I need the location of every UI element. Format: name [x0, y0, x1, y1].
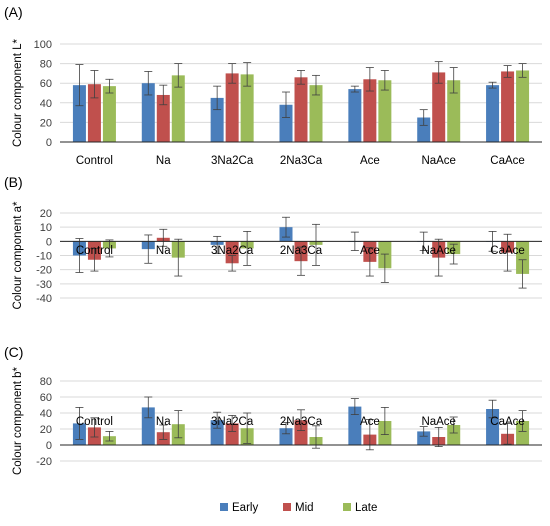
category-label: Na [156, 416, 171, 428]
category-label: 3Na2Ca [211, 245, 254, 257]
bar-mid-naace [432, 72, 446, 142]
category-label: 3Na2Ca [211, 155, 254, 167]
category-label: CaAce [490, 245, 525, 257]
category-label: Ace [360, 245, 380, 257]
chart-panel-1: (A) 0 20 40 60 80 100 Colour component L* Contro… [4, 4, 542, 167]
bar-late-na [171, 75, 185, 142]
bar-early-2na3ca [279, 428, 293, 445]
legend-label-mid: Mid [295, 502, 314, 514]
bar-mid-3na2ca [225, 73, 239, 142]
bar-early-control [72, 85, 86, 142]
bar-early-na [141, 83, 155, 142]
bar-late-naace [447, 80, 461, 142]
category-label: Control [76, 416, 113, 428]
y-tick-label: 10 [40, 222, 52, 234]
y-tick-label: 60 [40, 78, 52, 90]
bar-early-naace [417, 431, 431, 445]
y-tick-label: 80 [40, 59, 52, 71]
bar-early-caace [486, 85, 500, 142]
y-tick-label: -20 [36, 456, 52, 468]
bar-late-3na2ca [240, 74, 254, 142]
category-label: Ace [360, 416, 380, 428]
category-label: Na [156, 155, 171, 167]
panel-label: (A) [4, 4, 23, 20]
category-label: 2Na3Ca [280, 416, 323, 428]
category-label: Control [76, 245, 113, 257]
y-tick-label: 0 [46, 236, 52, 248]
bar-mid-ace [363, 79, 377, 142]
y-tick-label: 60 [40, 392, 52, 404]
panel-label: (B) [4, 174, 23, 190]
chart-panel-3: (C) -20 0 20 40 60 80 Colour component b* Contro… [4, 344, 542, 475]
bar-late-ace [378, 80, 392, 142]
bar-late-caace [516, 421, 530, 445]
legend-swatch-early [220, 503, 228, 511]
bar-early-naace [417, 117, 431, 142]
category-label: CaAce [490, 416, 525, 428]
y-axis-label: Colour component a* [12, 201, 24, 310]
y-axis-label: Colour component b* [12, 366, 24, 475]
y-tick-label: 80 [40, 376, 52, 388]
bar-early-ace [348, 89, 362, 142]
bar-mid-3na2ca [225, 241, 239, 264]
y-tick-label: 0 [46, 137, 52, 149]
bar-late-naace [447, 425, 461, 445]
legend-swatch-mid [283, 503, 291, 511]
bar-mid-na [156, 94, 170, 142]
y-tick-label: 40 [40, 98, 52, 110]
category-label: NaAce [421, 155, 456, 167]
y-tick-label: -10 [36, 251, 52, 263]
bar-mid-control [87, 84, 101, 142]
y-tick-label: -40 [36, 293, 52, 305]
legend-label-early: Early [232, 502, 258, 514]
legend: Early Mid Late [220, 502, 377, 514]
bar-mid-2na3ca [294, 77, 308, 142]
category-label: Ace [360, 155, 380, 167]
y-tick-label: 100 [34, 39, 52, 51]
bar-late-caace [516, 70, 530, 142]
bar-early-3na2ca [210, 420, 224, 445]
category-label: NaAce [421, 416, 456, 428]
y-tick-label: 0 [46, 440, 52, 452]
bar-mid-2na3ca [294, 420, 308, 445]
y-tick-label: 20 [40, 208, 52, 220]
category-label: NaAce [421, 245, 456, 257]
bar-late-2na3ca [309, 85, 323, 142]
chart-panel-2: (B) -40 -30 -20 -10 0 10 20 Colour component a* C… [4, 174, 542, 310]
category-label: 2Na3Ca [280, 245, 323, 257]
y-tick-label: 40 [40, 408, 52, 420]
y-tick-label: 20 [40, 117, 52, 129]
bar-early-3na2ca [210, 97, 224, 142]
y-tick-label: 20 [40, 424, 52, 436]
bar-early-na [141, 407, 155, 445]
category-label: Na [156, 245, 171, 257]
y-tick-label: -20 [36, 265, 52, 277]
legend-label-late: Late [355, 502, 377, 514]
legend-swatch-late [343, 503, 351, 511]
bar-mid-caace [501, 71, 515, 142]
bar-mid-3na2ca [225, 423, 239, 445]
bar-late-caace [516, 241, 530, 274]
bar-late-control [102, 86, 116, 142]
category-label: 2Na3Ca [280, 155, 323, 167]
panel-label: (C) [4, 344, 23, 360]
category-label: Control [76, 155, 113, 167]
category-label: CaAce [490, 155, 525, 167]
bar-early-ace [348, 406, 362, 445]
y-tick-label: -30 [36, 279, 52, 291]
category-label: 3Na2Ca [211, 416, 254, 428]
bar-early-2na3ca [279, 104, 293, 142]
y-axis-label: Colour component L* [12, 38, 24, 147]
